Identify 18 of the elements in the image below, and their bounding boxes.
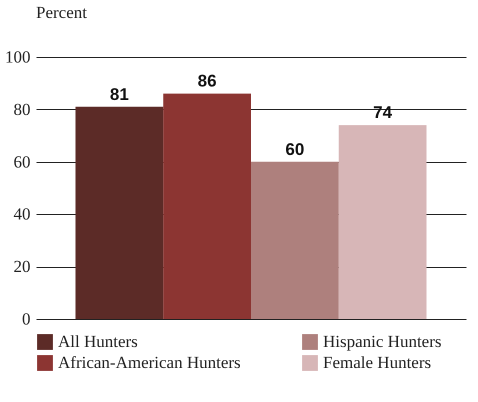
data-label: 86 xyxy=(198,72,217,91)
legend-label: Female Hunters xyxy=(323,353,432,372)
y-tick-label: 20 xyxy=(14,257,30,276)
legend-label: All Hunters xyxy=(58,332,138,351)
y-tick-label: 100 xyxy=(5,48,30,66)
bar xyxy=(251,162,339,319)
bar xyxy=(163,94,251,319)
legend-label: African-American Hunters xyxy=(58,353,241,372)
data-label: 60 xyxy=(285,140,304,159)
y-tick-label: 40 xyxy=(14,204,30,224)
y-axis-title: Percent xyxy=(36,3,88,22)
data-label: 81 xyxy=(110,84,129,104)
bar xyxy=(338,125,427,319)
y-tick-label: 0 xyxy=(22,310,30,328)
bar xyxy=(75,106,164,319)
legend-label: Hispanic Hunters xyxy=(323,332,442,351)
y-tick-label: 80 xyxy=(14,100,30,119)
y-tick-label: 60 xyxy=(14,152,30,172)
